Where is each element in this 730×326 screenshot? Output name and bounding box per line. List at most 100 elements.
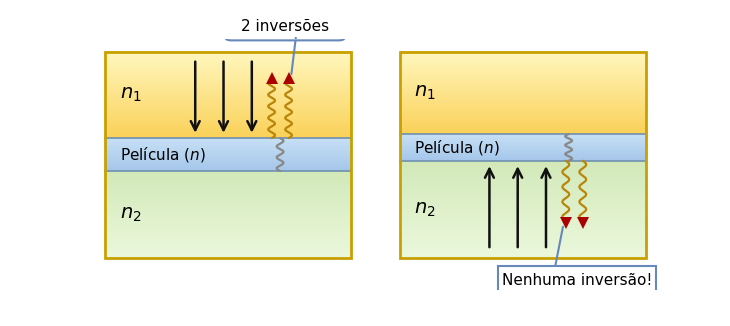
Bar: [399, 103, 645, 105]
Bar: [399, 146, 645, 147]
Bar: [105, 95, 352, 97]
Bar: [105, 108, 352, 110]
Bar: [105, 223, 352, 226]
Bar: [105, 179, 352, 183]
Bar: [105, 131, 352, 134]
Bar: [105, 71, 352, 73]
Bar: [399, 148, 645, 150]
Bar: [399, 124, 645, 126]
Bar: [399, 167, 645, 170]
Bar: [105, 129, 352, 132]
Bar: [105, 205, 352, 209]
Bar: [399, 231, 645, 235]
Bar: [105, 97, 352, 99]
Bar: [399, 153, 645, 154]
Bar: [399, 97, 645, 99]
Bar: [399, 238, 645, 241]
Bar: [399, 183, 645, 186]
Bar: [399, 159, 645, 161]
Bar: [105, 161, 352, 163]
Bar: [399, 80, 645, 82]
Bar: [399, 147, 645, 149]
Bar: [399, 155, 645, 157]
Bar: [399, 134, 645, 135]
Text: $n_2$: $n_2$: [120, 205, 141, 224]
Bar: [399, 218, 645, 222]
Bar: [105, 84, 352, 86]
Bar: [105, 121, 352, 123]
Bar: [399, 66, 645, 68]
Bar: [399, 88, 645, 91]
Bar: [399, 247, 645, 251]
Bar: [105, 105, 352, 108]
FancyBboxPatch shape: [226, 13, 345, 40]
Bar: [105, 82, 352, 84]
Bar: [105, 110, 352, 112]
Bar: [105, 69, 352, 71]
Bar: [105, 144, 352, 146]
Bar: [399, 141, 645, 142]
Bar: [105, 58, 352, 60]
Text: $n_2$: $n_2$: [414, 200, 435, 219]
Bar: [105, 197, 352, 200]
Bar: [399, 164, 645, 167]
Bar: [399, 82, 645, 85]
Text: $n_1$: $n_1$: [120, 85, 142, 104]
Bar: [399, 58, 645, 60]
Bar: [399, 72, 645, 74]
Bar: [399, 139, 645, 141]
Bar: [399, 91, 645, 93]
Bar: [105, 101, 352, 104]
Bar: [105, 211, 352, 214]
Bar: [105, 116, 352, 119]
Bar: [399, 180, 645, 183]
Bar: [399, 173, 645, 177]
Bar: [105, 143, 352, 145]
Bar: [399, 111, 645, 113]
Bar: [105, 174, 352, 177]
Bar: [105, 125, 352, 127]
Bar: [399, 206, 645, 209]
Bar: [399, 52, 645, 54]
Bar: [399, 64, 645, 66]
Bar: [105, 185, 352, 188]
Bar: [105, 56, 352, 58]
Bar: [399, 202, 645, 206]
Bar: [399, 160, 645, 164]
Bar: [105, 243, 352, 246]
Bar: [105, 151, 352, 153]
Bar: [399, 121, 645, 124]
Bar: [399, 84, 645, 87]
Bar: [105, 80, 352, 82]
Bar: [105, 77, 352, 80]
Bar: [399, 235, 645, 238]
Bar: [399, 196, 645, 200]
Bar: [105, 154, 352, 156]
Bar: [399, 115, 645, 118]
Bar: [105, 103, 352, 106]
Bar: [399, 107, 645, 109]
Bar: [399, 209, 645, 212]
Bar: [105, 67, 352, 69]
Bar: [105, 60, 352, 63]
Bar: [105, 73, 352, 75]
Bar: [399, 119, 645, 122]
Bar: [105, 237, 352, 240]
Bar: [399, 78, 645, 81]
Text: Película ($n$): Película ($n$): [120, 145, 205, 164]
Bar: [105, 99, 352, 101]
Bar: [399, 177, 645, 180]
Bar: [399, 95, 645, 97]
Bar: [105, 200, 352, 203]
Bar: [399, 52, 645, 258]
Bar: [399, 55, 645, 58]
Bar: [399, 135, 645, 137]
Bar: [105, 231, 352, 234]
Bar: [105, 188, 352, 191]
Bar: [105, 149, 352, 151]
Bar: [105, 93, 352, 95]
Bar: [399, 76, 645, 79]
Bar: [399, 170, 645, 174]
Bar: [399, 154, 645, 156]
Bar: [105, 168, 352, 170]
